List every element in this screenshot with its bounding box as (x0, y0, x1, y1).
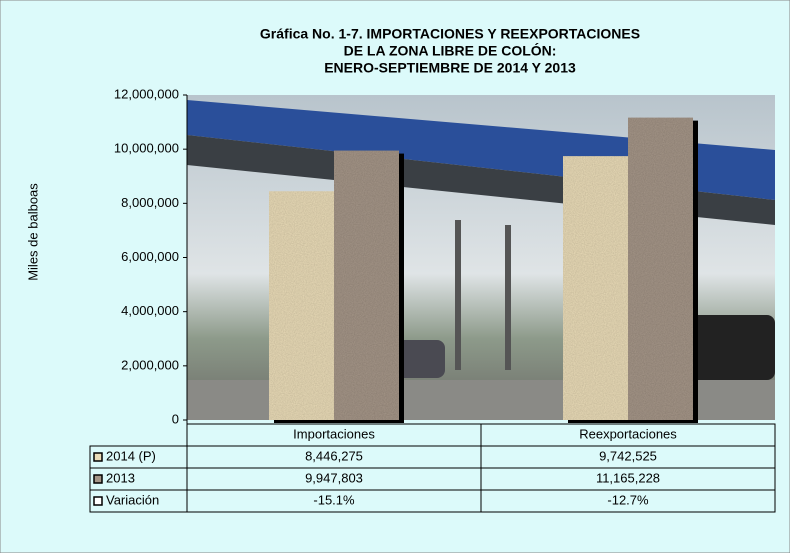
bar (628, 118, 693, 420)
bar (269, 191, 334, 420)
y-tick-label: 10,000,000 (114, 141, 179, 156)
table-value: 9,742,525 (599, 448, 657, 463)
title-line: ENERO-SEPTIEMBRE DE 2014 Y 2013 (324, 60, 576, 76)
y-tick-label: 12,000,000 (114, 86, 179, 101)
legend-label: 2014 (P) (106, 448, 156, 463)
y-tick-label: 8,000,000 (121, 195, 179, 210)
legend-key (94, 497, 102, 505)
table-value: 9,947,803 (305, 470, 363, 485)
column-header: Importaciones (293, 426, 375, 441)
title-line: DE LA ZONA LIBRE DE COLÓN: (344, 42, 557, 59)
bar (563, 156, 628, 420)
y-tick-label: 2,000,000 (121, 357, 179, 372)
table-value: 8,446,275 (305, 448, 363, 463)
legend-label: 2013 (106, 470, 135, 485)
legend-key (94, 475, 102, 483)
legend-key (94, 453, 102, 461)
chart: Gráfica No. 1-7. IMPORTACIONES Y REEXPOR… (0, 0, 790, 553)
table-value: 11,165,228 (596, 470, 660, 485)
bar (334, 151, 399, 420)
legend-label: Variación (106, 492, 159, 507)
table-value: -12.7% (607, 492, 649, 507)
y-axis-label: Miles de balboas (25, 183, 40, 281)
y-tick-label: 4,000,000 (121, 303, 179, 318)
y-tick-label: 6,000,000 (121, 249, 179, 264)
column-header: Reexportaciones (579, 426, 677, 441)
table-value: -15.1% (313, 492, 355, 507)
title-line: Gráfica No. 1-7. IMPORTACIONES Y REEXPOR… (260, 26, 640, 42)
y-tick-label: 0 (172, 411, 179, 426)
